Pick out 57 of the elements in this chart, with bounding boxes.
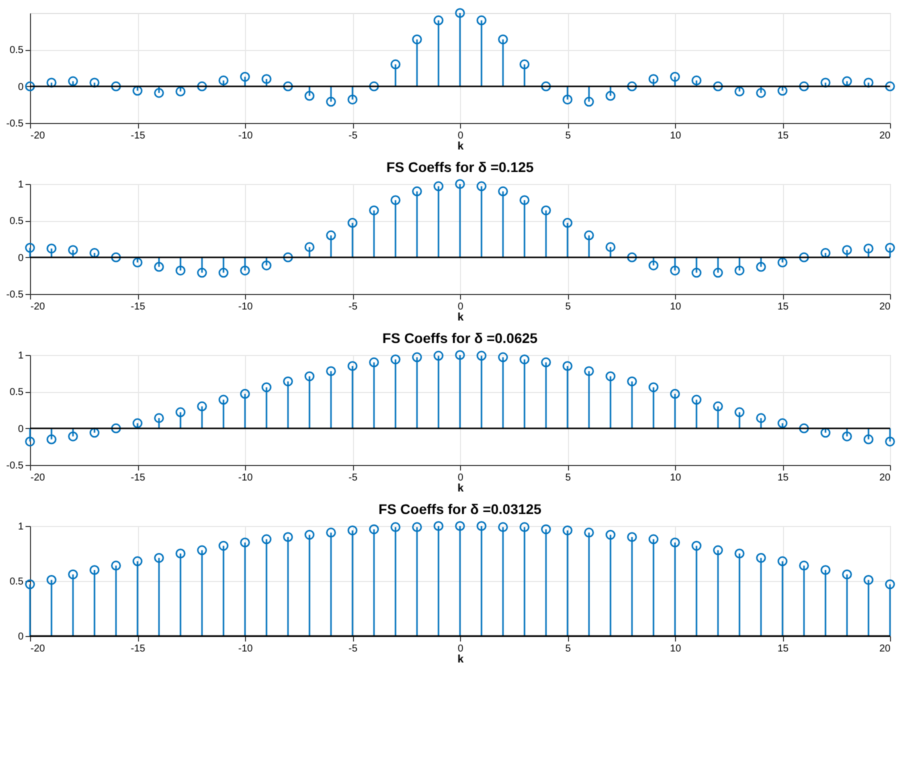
x-tick-label: 10 [670,302,682,312]
x-tick-label: 20 [879,130,891,142]
x-tick-label: 20 [879,302,891,312]
x-tick-label: 5 [565,302,572,312]
x-tick-label: -10 [238,472,254,484]
y-tick-label: 0 [18,82,24,93]
x-tick-label: -15 [130,644,146,654]
x-tick-label: -20 [30,472,46,484]
y-tick-label: 0 [18,252,24,264]
x-tick-label: -15 [130,472,146,484]
x-tick-label: 10 [670,472,682,484]
x-axis-title: k [457,482,464,494]
x-tick-label: 15 [777,302,789,312]
y-tick-label: 0.5 [10,387,24,398]
x-tick-label: 20 [879,472,891,484]
x-tick-label: -5 [348,130,358,142]
x-tick-label: -10 [238,644,254,654]
x-tick-label: -15 [130,302,146,312]
x-tick-label: 20 [879,644,891,654]
x-tick-label: -20 [30,302,46,312]
x-axis-title: k [457,654,464,666]
x-tick-label: -10 [238,130,254,142]
x-tick-label: -5 [348,644,358,654]
x-tick-label: -20 [30,644,46,654]
y-tick-label: 1 [18,180,24,190]
x-tick-label: 5 [565,472,572,484]
x-tick-label: -5 [348,472,358,484]
y-tick-label: 1 [18,522,24,532]
y-tick-label: 0.5 [10,576,24,588]
x-axis-title: k [457,140,464,152]
x-tick-label: 0 [458,472,464,484]
x-axis-title: k [457,312,464,324]
y-tick-label: 0.5 [10,45,24,56]
y-tick-label: 0.5 [10,216,24,228]
y-tick-label: -0.5 [6,118,24,130]
y-tick-label: 0 [18,424,24,435]
x-tick-label: -5 [348,302,358,312]
x-tick-label: 0 [458,130,464,142]
x-tick-label: 15 [777,472,789,484]
y-tick-label: 1 [18,350,24,362]
x-tick-label: 5 [565,130,572,142]
chart-title: FS Coeffs for δ =0.125 [386,158,534,175]
chart-title: FS Coeffs for δ =0.0625 [382,330,538,346]
y-tick-label: -0.5 [6,290,24,300]
x-tick-label: 10 [670,644,682,654]
x-tick-label: 5 [565,644,572,654]
x-tick-label: -15 [130,130,146,142]
x-tick-label: 0 [458,302,464,312]
x-tick-label: 15 [777,644,789,654]
x-tick-label: 15 [777,130,789,142]
x-tick-label: -20 [30,130,46,142]
y-tick-label: -0.5 [6,460,24,472]
x-tick-label: -10 [238,302,254,312]
chart-title: FS Coeffs for δ =0.03125 [378,500,542,517]
x-tick-label: 10 [670,130,682,142]
x-tick-label: 0 [458,644,464,654]
y-tick-label: 0 [18,632,24,642]
